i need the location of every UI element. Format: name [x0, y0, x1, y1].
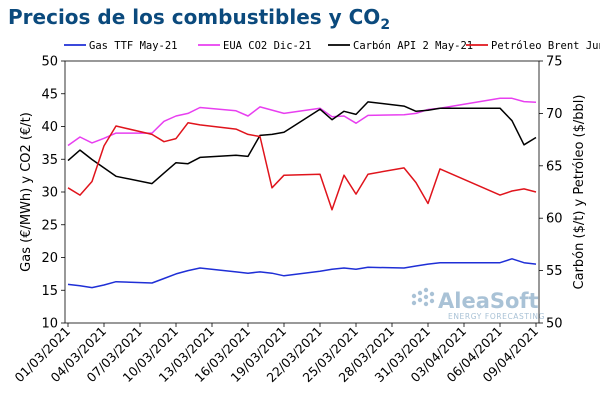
watermark-brand: AleaSoft [438, 289, 539, 313]
y-right-tick-label: 70 [546, 107, 563, 122]
y-left-tick-label: 50 [41, 55, 58, 70]
y-left-tick-label: 35 [41, 153, 58, 168]
y-left-tick-label: 25 [41, 218, 58, 233]
axes: 10152025303540455050556065707501/03/2021… [12, 55, 563, 386]
series-line-gas-ttf-may-21 [67, 258, 537, 289]
y-left-tick-label: 45 [41, 87, 58, 102]
watermark-logo: AleaSoft ENERGY FORECASTING [411, 287, 545, 321]
legend: Gas TTF May-21 EUA CO2 Dic-21 Carbón API 2… [64, 40, 600, 52]
y-right-tick-label: 55 [546, 264, 563, 279]
legend-label: Petróleo Brent Jun-21 [491, 40, 600, 52]
chart-title-subscript: 2 [380, 17, 390, 33]
aleasoft-dots-icon [411, 287, 435, 307]
series-line-petr-leo-brent-jun-21 [67, 122, 537, 211]
y-left-tick-label: 20 [41, 251, 58, 266]
series-line-eua-co2-dic-21 [67, 97, 537, 147]
series-line-carb-n-api-2-may-21 [67, 101, 537, 185]
plot-frame [64, 60, 540, 324]
legend-label: Gas TTF May-21 [89, 40, 178, 52]
y-right-tick-label: 50 [546, 317, 563, 332]
y-left-tick-label: 10 [41, 317, 58, 332]
y-right-tick-label: 65 [546, 159, 563, 174]
watermark-tagline: ENERGY FORECASTING [448, 312, 545, 321]
series-layer [67, 97, 537, 289]
y-right-tick-label: 75 [546, 55, 563, 70]
legend-label: Carbón API 2 May-21 [353, 40, 473, 52]
y-left-tick-label: 15 [41, 284, 58, 299]
y-axis-left-label: Gas (€/MWh) y CO2 (€/t) [19, 112, 34, 272]
y-right-tick-label: 60 [546, 212, 563, 227]
y-axis-right-label: Carbón ($/t) y Petróleo ($/bbl) [572, 95, 587, 290]
y-left-tick-label: 40 [41, 120, 58, 135]
legend-label: EUA CO2 Dic-21 [223, 40, 312, 52]
chart-title-text: Precios de los combustibles y CO [8, 5, 380, 29]
chart-title: Precios de los combustibles y CO2 [8, 5, 390, 33]
y-left-tick-label: 30 [41, 186, 58, 201]
